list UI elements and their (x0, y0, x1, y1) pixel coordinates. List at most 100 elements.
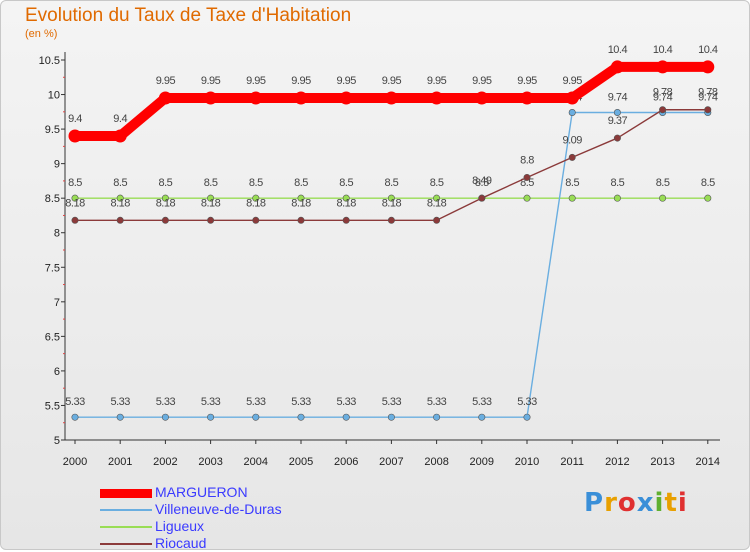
data-point (613, 134, 621, 142)
data-label: 10.4 (653, 44, 673, 56)
data-point (613, 194, 621, 202)
data-label: 5.33 (472, 396, 492, 408)
data-point (704, 106, 712, 114)
data-label: 5.33 (427, 396, 447, 408)
data-label: 5.33 (110, 396, 130, 408)
data-label: 9.74 (653, 92, 673, 104)
y-tick-label: 8 (54, 228, 60, 240)
data-point (610, 60, 624, 74)
data-label: 8.18 (382, 197, 402, 209)
data-label: 8.18 (291, 197, 311, 209)
data-label: 5.33 (246, 396, 266, 408)
data-label: 8.5 (159, 177, 173, 189)
y-tick-label: 9.5 (45, 124, 60, 136)
data-label: 8.5 (656, 177, 670, 189)
x-tick-label: 2006 (334, 456, 358, 468)
data-point (523, 173, 531, 181)
data-point (116, 216, 124, 224)
data-point (71, 413, 79, 421)
y-tick-label: 5.5 (45, 400, 60, 412)
data-label: 9.4 (68, 113, 82, 125)
data-label: 8.5 (68, 177, 82, 189)
data-label: 9.95 (336, 75, 356, 87)
legend-swatch (100, 509, 152, 511)
data-label: 5.33 (65, 396, 85, 408)
x-tick-label: 2010 (515, 456, 539, 468)
data-point (475, 91, 489, 105)
data-point (523, 194, 531, 202)
x-tick-label: 2008 (424, 456, 448, 468)
data-point (294, 91, 308, 105)
data-point (701, 60, 715, 74)
data-point (478, 194, 486, 202)
data-label: 9.95 (427, 75, 447, 87)
data-label: 5.33 (156, 396, 176, 408)
x-tick-label: 2000 (63, 456, 87, 468)
data-point (478, 413, 486, 421)
data-point (71, 216, 79, 224)
data-label: 8.5 (701, 177, 715, 189)
logo-letter: r (604, 488, 618, 518)
x-tick-label: 2012 (605, 456, 629, 468)
y-tick-label: 5 (54, 435, 60, 447)
data-point (161, 413, 169, 421)
data-label: 8.5 (565, 177, 579, 189)
data-label: 9.95 (156, 75, 176, 87)
data-point (565, 91, 579, 105)
data-point (568, 109, 576, 117)
data-label: 10.4 (698, 44, 718, 56)
legend-swatch (100, 488, 152, 498)
x-tick-label: 2004 (244, 456, 268, 468)
data-point (430, 91, 444, 105)
data-point (113, 129, 127, 143)
logo-letter: i (677, 488, 688, 518)
data-point (252, 413, 260, 421)
data-label: 5.33 (336, 396, 356, 408)
data-point (252, 194, 260, 202)
data-point (659, 106, 667, 114)
data-point (613, 109, 621, 117)
x-tick-label: 2003 (198, 456, 222, 468)
data-label: 8.5 (385, 177, 399, 189)
data-point (207, 413, 215, 421)
data-label: 8.18 (110, 197, 130, 209)
data-label: 8.5 (430, 177, 444, 189)
data-label: 9.09 (562, 134, 582, 146)
data-point (161, 194, 169, 202)
legend-label: Riocaud (155, 535, 207, 551)
data-label: 8.5 (611, 177, 625, 189)
logo-letter: i (654, 488, 665, 518)
data-point (387, 194, 395, 202)
data-label: 8.18 (156, 197, 176, 209)
data-point (520, 91, 534, 105)
y-tick-label: 7 (54, 297, 60, 309)
data-label: 8.5 (113, 177, 127, 189)
data-label: 8.18 (65, 197, 85, 209)
data-point (207, 194, 215, 202)
data-point (71, 194, 79, 202)
y-tick-label: 10.5 (39, 55, 60, 67)
data-point (339, 91, 353, 105)
logo-letter: P (584, 488, 605, 518)
data-point (433, 216, 441, 224)
data-label: 9.95 (562, 75, 582, 87)
data-point (568, 194, 576, 202)
data-label: 8.5 (294, 177, 308, 189)
x-tick-label: 2002 (153, 456, 177, 468)
data-label: 8.5 (249, 177, 263, 189)
data-point (207, 216, 215, 224)
data-label: 9.37 (608, 115, 628, 127)
legend-swatch (100, 543, 152, 545)
data-label: 8.5 (204, 177, 218, 189)
data-label: 9.78 (653, 87, 673, 99)
data-label: 8.5 (520, 177, 534, 189)
data-label: 8.18 (336, 197, 356, 209)
data-label: 5.33 (517, 396, 537, 408)
logo-letter: t (664, 488, 678, 518)
legend-swatch (100, 526, 152, 528)
data-point (659, 194, 667, 202)
data-label: 9.78 (698, 87, 718, 99)
data-label: 10.4 (608, 44, 628, 56)
data-point (433, 413, 441, 421)
